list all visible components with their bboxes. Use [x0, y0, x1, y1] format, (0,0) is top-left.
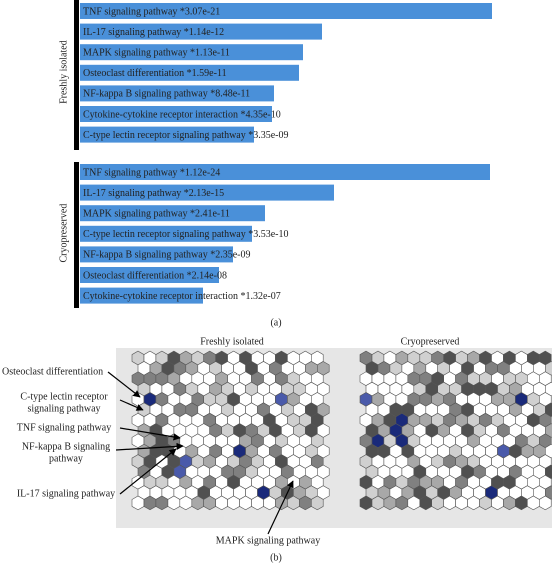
bar-label: Osteoclast differentiation *2.14e-08: [83, 270, 227, 281]
bar-label: C-type lectin receptor signaling pathway…: [83, 130, 289, 141]
bar: [80, 287, 203, 304]
bar-label: MAPK signaling pathway *2.41e-11: [83, 208, 230, 219]
som-maps: [131, 350, 552, 511]
annotation-arrow: [119, 399, 144, 411]
bar-label: TNF signaling pathway *1.12e-24: [83, 167, 220, 178]
panel-label: (a): [270, 317, 281, 328]
bar: [80, 64, 299, 81]
bar-label: NF-kappa B signaling pathway *8.48e-11: [83, 89, 250, 100]
bar-label: NF-kappa B signaling pathway *2.35e-09: [83, 250, 250, 261]
hexagon: [311, 495, 324, 511]
annotation-text: NF-kappa B signaling: [22, 441, 110, 452]
bar: [80, 246, 233, 263]
panel-label: (b): [270, 552, 282, 563]
bar: [80, 205, 265, 222]
bar-label: Cytokine-cytokine receptor interaction *…: [83, 109, 281, 120]
annotation-text: TNF signaling pathway: [17, 422, 111, 433]
bar-label: IL-17 signaling pathway *1.14e-12: [83, 27, 224, 38]
bar: [80, 85, 274, 102]
bar: [80, 3, 492, 19]
bar: [80, 184, 334, 201]
annotation-text: IL-17 signaling pathway: [17, 488, 115, 499]
annotation-text: pathway: [49, 453, 83, 464]
group-title: Cryopreserved: [58, 204, 69, 263]
bar: [80, 23, 322, 40]
map-title: Freshly isolated: [200, 336, 264, 347]
annotation-arrow: [115, 442, 184, 451]
annotation-text: signaling pathway: [27, 403, 100, 414]
group-title: Freshly isolated: [58, 40, 69, 104]
bar: [80, 126, 254, 143]
group-bracket: [74, 0, 79, 150]
bar: [80, 44, 303, 61]
annotation-arrow: [119, 427, 181, 441]
bar: [80, 106, 272, 122]
bar: [80, 164, 490, 180]
annotations: Osteoclast differentiation C-type lectin …: [2, 366, 320, 546]
bar: [80, 225, 252, 242]
annotation-arrow: [107, 371, 141, 398]
bar-label: TNF signaling pathway *3.07e-21: [83, 6, 220, 17]
bar-label: Osteoclast differentiation *1.59e-11: [83, 68, 227, 79]
bar-label: MAPK signaling pathway *1.13e-11: [83, 47, 230, 58]
annotation-arrow: [119, 448, 177, 495]
annotation-text: MAPK signaling pathway: [216, 535, 320, 546]
map-title: Cryopreserved: [401, 336, 460, 347]
bar-label: Cytokine-cytokine receptor interaction *…: [83, 291, 281, 302]
annotation-text: C-type lectin receptor: [20, 391, 108, 402]
annotation-text: Osteoclast differentiation: [2, 366, 103, 377]
bar-label: IL-17 signaling pathway *2.13e-15: [83, 188, 224, 199]
hexagon: [539, 495, 552, 511]
bar: [80, 267, 219, 283]
annotation-arrow: [267, 480, 294, 535]
bar-label: C-type lectin receptor signaling pathway…: [83, 229, 289, 240]
group-bracket: [74, 162, 79, 308]
